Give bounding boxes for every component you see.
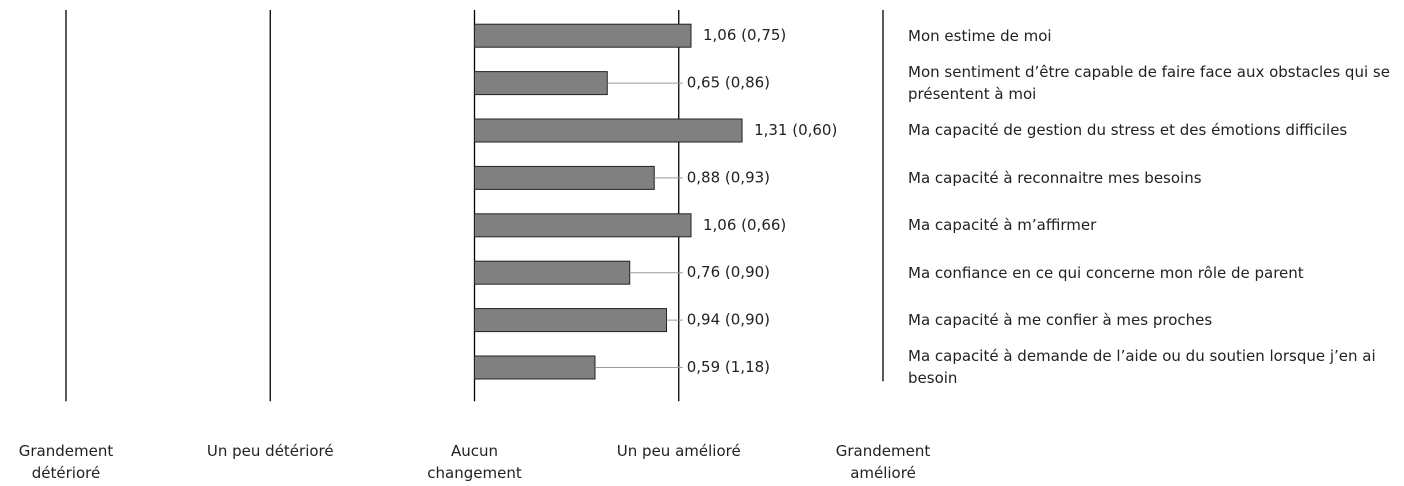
category-label: Ma capacité à me confier à mes proches <box>908 310 1213 329</box>
value-label: 0,76 (0,90) <box>687 263 770 281</box>
value-label: 0,88 (0,93) <box>687 168 770 186</box>
category-label: Mon sentiment d’être capable de faire fa… <box>908 62 1390 103</box>
bar <box>474 213 692 238</box>
bar <box>474 118 743 143</box>
category-label: Ma capacité de gestion du stress et des … <box>908 121 1348 140</box>
category-label: Ma capacité à m’affirmer <box>908 216 1097 235</box>
bar <box>474 71 608 96</box>
bar <box>474 260 631 285</box>
bar <box>474 355 596 380</box>
value-label: 0,59 (1,18) <box>687 358 770 376</box>
category-label: Ma capacité à demande de l’aide ou du so… <box>908 347 1376 388</box>
value-label: 0,94 (0,90) <box>687 311 770 329</box>
bar <box>474 23 692 48</box>
x-tick-label: Un peu amélioré <box>616 442 741 460</box>
value-label: 1,06 (0,66) <box>703 216 786 234</box>
value-label: 1,06 (0,75) <box>703 26 786 44</box>
x-tick-label: Grandement détérioré <box>18 442 114 482</box>
bar <box>474 308 667 333</box>
x-tick-label: Un peu détérioré <box>206 442 334 460</box>
category-label: Ma confiance en ce qui concerne mon rôle… <box>908 263 1304 282</box>
category-label: Mon estime de moi <box>908 26 1052 45</box>
value-label: 0,65 (0,86) <box>687 74 770 92</box>
x-tick-label: Aucun changement <box>427 442 522 482</box>
x-tick-label: Grandement amélioré <box>835 442 931 482</box>
category-label: Ma capacité à reconnaitre mes besoins <box>908 168 1202 187</box>
value-label: 1,31 (0,60) <box>754 121 837 139</box>
bar <box>474 165 655 190</box>
